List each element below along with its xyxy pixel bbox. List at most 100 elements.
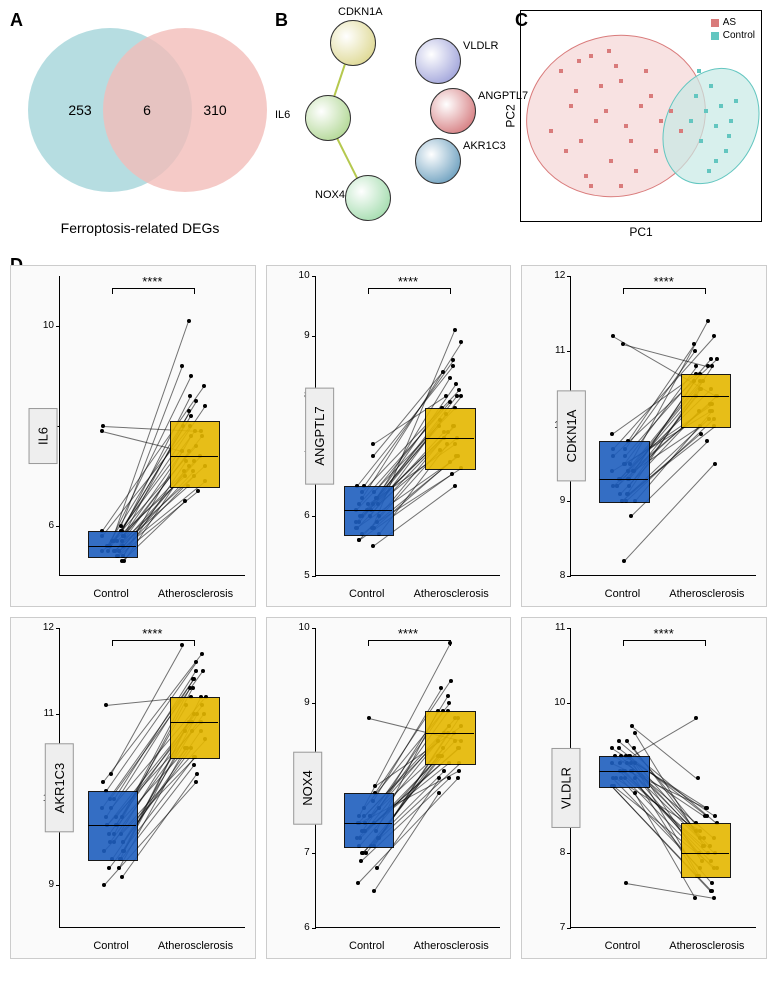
data-point [629,514,633,518]
xlabel: Atherosclerosis [414,940,484,952]
data-point [712,896,716,900]
boxplot-panel: 89101112****ControlAtherosclerosisCDKN1A [521,265,767,607]
data-point [611,334,615,338]
ppi-node-label: VLDLR [463,40,498,52]
pca-point [724,149,728,153]
pca-point [607,49,611,53]
pca-point [604,109,608,113]
data-point [457,769,461,773]
box [599,441,649,503]
box [170,697,220,759]
ppi-node [415,138,461,184]
median-line [425,733,473,734]
data-point [371,442,375,446]
ytick: 6 [280,510,310,521]
data-point [453,484,457,488]
pca-point [559,69,563,73]
pca-point [734,99,738,103]
sig-stars: **** [398,626,418,641]
data-point [189,374,193,378]
data-point [371,454,375,458]
data-point [117,866,121,870]
ytick: 10 [24,320,54,331]
data-point [448,376,452,380]
ppi-node [305,95,351,141]
data-point [187,319,191,323]
ppi-node [415,38,461,84]
pca-point [589,54,593,58]
ppi-node-label: IL6 [275,109,290,121]
data-point [622,559,626,563]
data-point [372,889,376,893]
box [344,486,394,536]
ytick: 11 [535,622,565,633]
data-point [709,357,713,361]
data-point [180,364,184,368]
pca-point [599,84,603,88]
ppi-node [345,175,391,221]
ytick: 6 [24,520,54,531]
ytick: 11 [535,345,565,356]
data-point [450,472,454,476]
data-point [715,357,719,361]
data-point [100,429,104,433]
pca-xlabel: PC1 [629,225,652,239]
ytick: 6 [280,922,310,933]
data-point [375,866,379,870]
pca-point [649,94,653,98]
data-point [200,652,204,656]
median-line [681,853,729,854]
data-point [456,776,460,780]
pca-point [609,159,613,163]
data-point [196,489,200,493]
pca-point [697,69,701,73]
pca-point [719,104,723,108]
legend-item: AS [711,17,755,28]
pca-point [689,119,693,123]
data-point [109,772,113,776]
data-point [373,784,377,788]
ytick: 8 [535,570,565,581]
xlabel: Atherosclerosis [158,940,228,952]
data-point [712,334,716,338]
row-top: A 253 6 310 Ferroptosis-related DEGs B C… [10,10,767,240]
venn-diagram: 253 6 310 [10,10,270,210]
pca-point [714,159,718,163]
data-point [194,780,198,784]
data-point [705,439,709,443]
ppi-node-label: AKR1C3 [463,140,506,152]
box [170,421,220,488]
data-point [107,866,111,870]
svg-text:310: 310 [203,102,227,118]
pca-point [614,64,618,68]
data-point [453,328,457,332]
box [681,823,731,878]
xlabel: Atherosclerosis [669,588,739,600]
sig-stars: **** [654,274,674,289]
ytick: 9 [280,697,310,708]
pca-point [639,104,643,108]
data-point [457,388,461,392]
xlabel: Control [587,940,657,952]
data-point [371,544,375,548]
ytick: 10 [280,622,310,633]
data-point [459,340,463,344]
xlabel: Control [332,588,402,600]
legend-item: Control [711,30,755,41]
median-line [425,438,473,439]
data-point [455,394,459,398]
pca-point [699,139,703,143]
xlabel: Atherosclerosis [158,588,228,600]
median-line [170,456,218,457]
data-point [624,881,628,885]
xlabel: Atherosclerosis [414,588,484,600]
median-line [599,771,647,772]
box [599,756,649,788]
gene-label: NOX4 [293,751,322,824]
ytick: 5 [280,570,310,581]
venn-caption: Ferroptosis-related DEGs [10,220,270,236]
pca-point [709,84,713,88]
svg-text:6: 6 [143,102,151,118]
pca-point [679,129,683,133]
data-point [710,889,714,893]
